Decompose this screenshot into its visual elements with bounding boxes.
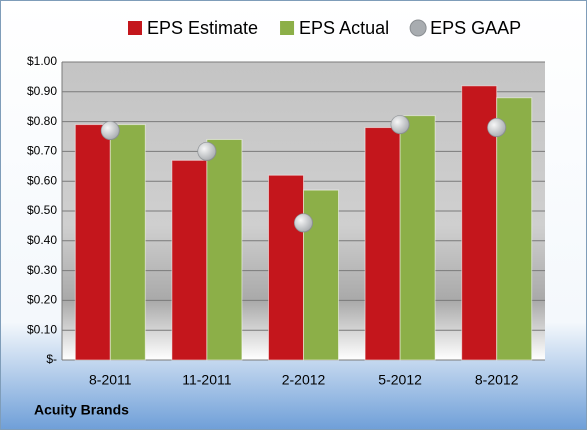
bar [268, 174, 304, 361]
marker-shine [101, 121, 120, 140]
marker-shine [487, 118, 506, 137]
bar [399, 115, 436, 361]
x-tick-label: 2-2012 [282, 372, 326, 388]
y-tick-label: $0.70 [27, 144, 57, 158]
bar [109, 124, 146, 361]
marker-shine [391, 115, 410, 134]
y-tick-label: $0.20 [27, 293, 57, 307]
y-tick-label: $0.40 [27, 233, 57, 247]
bar [496, 97, 533, 361]
x-tick-label: 11-2011 [182, 372, 232, 388]
legend-label: EPS GAAP [430, 18, 521, 38]
legend-swatch [409, 19, 427, 37]
y-tick-label: $0.80 [27, 114, 57, 128]
x-tick-label: 5-2012 [378, 372, 422, 388]
y-tick-label: $0.50 [27, 203, 57, 217]
bar [74, 124, 111, 361]
x-tick-label: 8-2011 [89, 372, 132, 388]
bar [171, 159, 208, 361]
y-tick-label: $0.30 [27, 263, 57, 277]
legend-label: EPS Actual [299, 18, 389, 38]
y-tick-label: $0.10 [27, 322, 57, 336]
legend-swatch [280, 21, 295, 35]
legend-swatch [128, 21, 142, 35]
bar [206, 138, 243, 361]
y-tick-label: $0.60 [27, 173, 57, 187]
legend-label: EPS Estimate [147, 18, 258, 38]
y-tick-label: $- [46, 352, 57, 366]
footer: Acuity Brands [34, 402, 129, 418]
marker-shine [197, 142, 216, 161]
bar [364, 127, 401, 361]
marker-shine [294, 213, 313, 232]
x-tick-label: 8-2012 [475, 372, 519, 388]
legend: EPS Estimate EPS Actual EPS GAAP [128, 18, 521, 38]
y-tick-label: $1.00 [27, 54, 57, 68]
y-tick-label: $0.90 [27, 84, 57, 98]
